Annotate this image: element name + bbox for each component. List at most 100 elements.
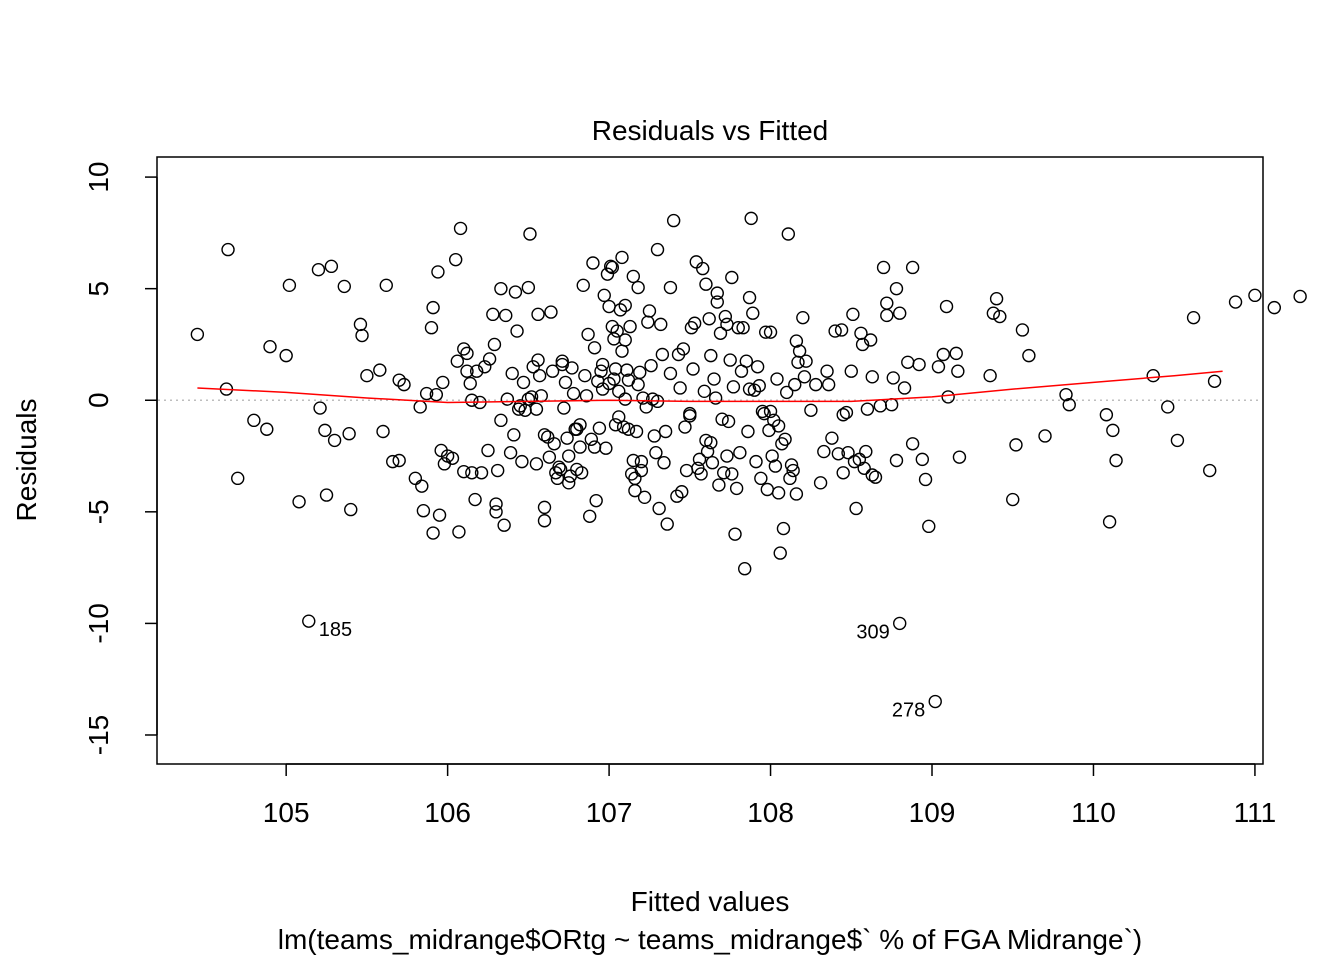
data-point bbox=[457, 342, 471, 356]
data-point bbox=[855, 337, 870, 352]
data-point bbox=[658, 424, 673, 439]
data-point bbox=[416, 504, 431, 518]
data-point bbox=[778, 432, 792, 446]
data-point bbox=[626, 453, 641, 468]
data-point bbox=[873, 399, 888, 413]
data-point bbox=[697, 384, 712, 399]
data-point bbox=[831, 447, 846, 461]
data-point bbox=[532, 368, 547, 383]
data-point bbox=[631, 280, 645, 295]
data-point bbox=[562, 449, 576, 463]
data-point bbox=[623, 319, 637, 334]
data-point bbox=[460, 364, 474, 378]
data-point bbox=[597, 288, 611, 303]
data-point bbox=[797, 370, 812, 384]
data-point bbox=[610, 324, 624, 338]
y-tick-label: -5 bbox=[83, 499, 114, 524]
data-point bbox=[600, 267, 615, 281]
data-point bbox=[828, 324, 842, 338]
data-point bbox=[526, 360, 540, 374]
data-point bbox=[765, 449, 779, 463]
data-point bbox=[641, 315, 655, 329]
data-point bbox=[813, 476, 828, 490]
x-tick-label: 110 bbox=[1071, 797, 1116, 828]
data-point bbox=[542, 450, 557, 464]
data-point bbox=[489, 497, 503, 511]
data-point bbox=[657, 456, 671, 470]
data-point bbox=[499, 308, 513, 323]
data-point bbox=[510, 324, 524, 338]
data-point bbox=[647, 429, 661, 443]
data-point bbox=[560, 431, 574, 445]
data-point bbox=[844, 364, 858, 378]
data-point bbox=[629, 424, 644, 439]
data-point bbox=[704, 435, 718, 450]
data-point bbox=[221, 242, 235, 257]
x-tick-label: 105 bbox=[263, 797, 310, 828]
data-point bbox=[687, 316, 702, 330]
data-point bbox=[465, 466, 479, 480]
data-point bbox=[729, 481, 744, 496]
data-point bbox=[490, 463, 505, 478]
data-point bbox=[379, 278, 393, 293]
data-point bbox=[489, 505, 503, 519]
data-point bbox=[1015, 323, 1030, 337]
data-point bbox=[531, 353, 545, 367]
data-point bbox=[983, 368, 997, 383]
data-point bbox=[392, 373, 406, 387]
data-point bbox=[1038, 429, 1052, 443]
data-point bbox=[759, 325, 773, 339]
data-point bbox=[886, 371, 900, 385]
data-point bbox=[749, 454, 763, 469]
data-point bbox=[583, 509, 597, 523]
data-point bbox=[710, 286, 724, 300]
data-point bbox=[1186, 310, 1201, 325]
data-point bbox=[776, 521, 791, 536]
data-point bbox=[553, 462, 568, 477]
data-point bbox=[905, 437, 920, 451]
data-point bbox=[649, 445, 663, 460]
data-point bbox=[931, 360, 946, 374]
data-point bbox=[771, 486, 786, 500]
data-point bbox=[373, 363, 387, 377]
data-point bbox=[431, 265, 445, 279]
data-point bbox=[602, 376, 616, 391]
data-point bbox=[1009, 438, 1023, 452]
data-point bbox=[863, 333, 878, 347]
data-point bbox=[426, 300, 440, 315]
data-point bbox=[939, 299, 954, 314]
data-point bbox=[644, 358, 658, 373]
data-point bbox=[915, 452, 930, 467]
data-point bbox=[820, 364, 834, 378]
data-point bbox=[481, 443, 495, 458]
data-point bbox=[513, 399, 527, 413]
data-point bbox=[768, 459, 783, 473]
data-point bbox=[865, 370, 879, 384]
x-axis: 105 106 107 108 109 110 111 bbox=[263, 763, 1276, 828]
data-point bbox=[429, 387, 444, 402]
data-point bbox=[537, 428, 552, 442]
data-point bbox=[231, 471, 245, 486]
data-point bbox=[889, 281, 904, 296]
data-point bbox=[712, 478, 726, 492]
data-point bbox=[1207, 374, 1222, 388]
data-point bbox=[450, 354, 465, 368]
data-point bbox=[699, 277, 713, 291]
data-point bbox=[531, 307, 545, 322]
data-point bbox=[1099, 408, 1114, 422]
data-point bbox=[604, 259, 618, 274]
y-tick-label: -15 bbox=[83, 715, 114, 755]
data-point bbox=[463, 376, 477, 391]
data-point bbox=[360, 368, 374, 383]
model-formula-subtitle: lm(teams_midrange$ORtg ~ teams_midrange$… bbox=[278, 924, 1142, 955]
data-point bbox=[494, 413, 508, 428]
data-point bbox=[487, 337, 502, 352]
data-point bbox=[457, 464, 471, 479]
data-point bbox=[676, 342, 691, 356]
data-point bbox=[1161, 400, 1175, 414]
data-point bbox=[789, 334, 804, 348]
chart-title: Residuals vs Fitted bbox=[592, 115, 829, 146]
data-point bbox=[515, 454, 529, 469]
data-point bbox=[715, 412, 729, 426]
